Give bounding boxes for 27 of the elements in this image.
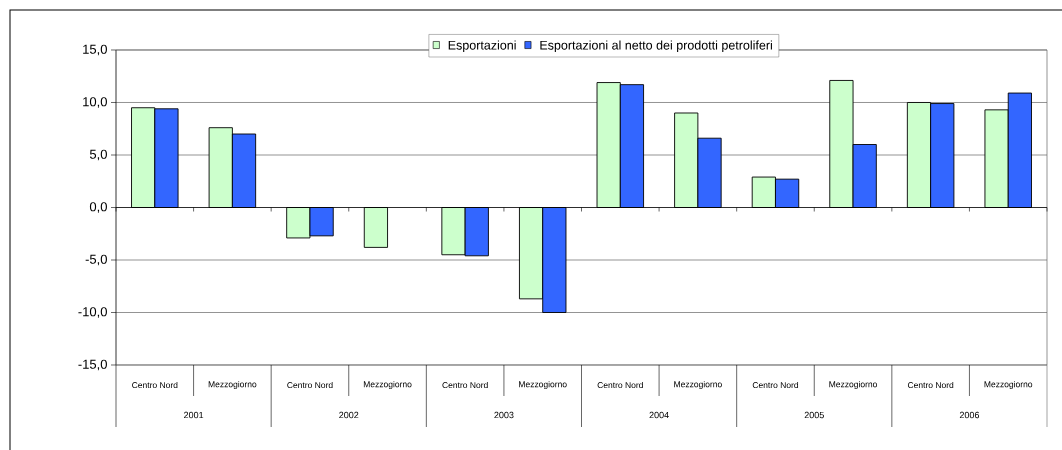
text: 2005 <box>804 411 824 419</box>
x-tick-label: Mezzogiorno <box>363 381 412 389</box>
y-tick-label: 5,0 <box>89 149 107 161</box>
legend-label: Esportazioni <box>448 40 516 53</box>
text: 2002 <box>339 411 359 419</box>
y-tick-label: -10,0 <box>78 307 107 318</box>
y-tick-label: 15,0 <box>83 44 107 56</box>
y-tick-label: -15,0 <box>78 359 107 371</box>
y-tick-label: -5,0 <box>85 254 107 266</box>
text: 2003 <box>494 411 514 419</box>
x-tick-label: Centro Nord <box>752 381 799 389</box>
text: 2004 <box>649 411 669 419</box>
x-tick-label: Mezzogiorno <box>829 381 878 389</box>
x-tick-label: Mezzogiorno <box>984 381 1033 389</box>
legend-label: Esportazioni al netto dei prodotti petroliferi <box>540 40 772 53</box>
x-tick-label: Centro Nord <box>907 381 954 389</box>
x-tick-label: Mezzogiorno <box>208 381 257 389</box>
text: 2001 <box>184 411 204 419</box>
x-tick-label: Centro Nord <box>287 381 333 389</box>
y-tick-label: 10,0 <box>83 97 107 108</box>
x-tick-label: Centro Nord <box>442 381 488 389</box>
text: 2006 <box>959 411 980 419</box>
x-tick-label: Centro Nord <box>597 381 643 389</box>
x-tick-label: Mezzogiorno <box>519 381 567 389</box>
y-tick-label: 0,0 <box>89 202 107 213</box>
x-tick-label: Centro Nord <box>132 381 178 389</box>
x-tick-label: Mezzogiorno <box>674 381 722 389</box>
